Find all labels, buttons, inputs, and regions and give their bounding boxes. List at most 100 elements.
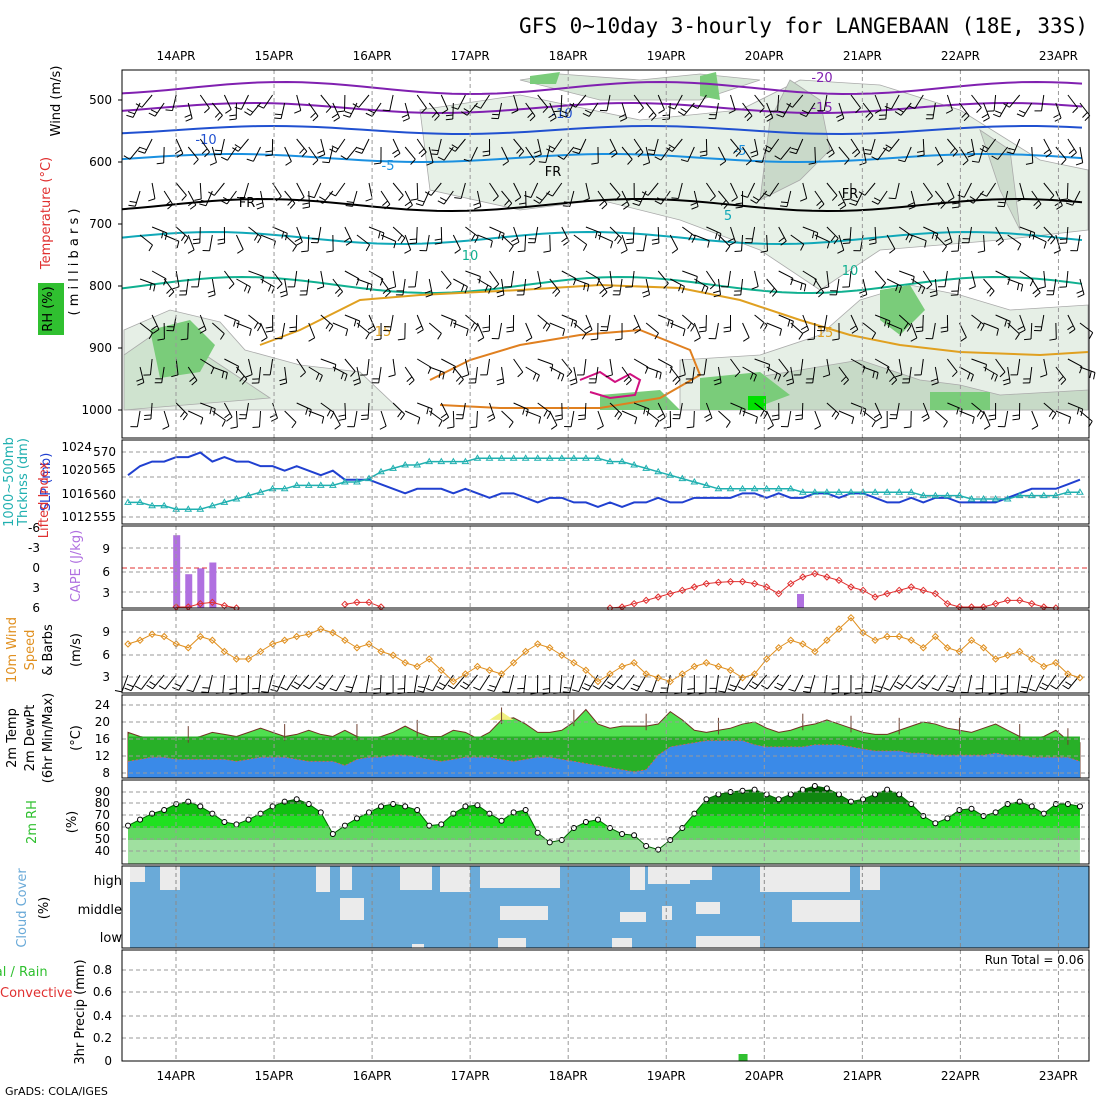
wind-barb-flag [488, 417, 495, 422]
wind-barb-flag [176, 241, 180, 249]
thickness-marker [425, 457, 434, 465]
wind-speed-marker [678, 670, 687, 678]
wind-barb-flag [691, 236, 696, 243]
li-marker [666, 589, 674, 598]
wind-speed-marker [702, 659, 711, 667]
label-millibars: ( m i l l i b a r s ) [67, 209, 82, 316]
wind-speed-marker [184, 644, 192, 652]
wind-speed-marker [774, 644, 783, 652]
wind-barb-flag [345, 241, 353, 246]
wind-barb-flag [873, 197, 881, 202]
wind-barb [633, 138, 644, 153]
wind-barb [653, 138, 659, 155]
wind-barb-flag [816, 200, 823, 206]
wind-barb-flag [880, 426, 888, 429]
wind-barb [416, 358, 432, 368]
wind-speed-marker [461, 670, 470, 678]
wind-barb [880, 674, 888, 692]
wind-barb [971, 314, 985, 326]
wind-barb [549, 278, 561, 292]
wind-barb-flag [265, 150, 273, 153]
wind-barb-flag [701, 285, 706, 292]
thickness-marker [1051, 491, 1060, 499]
wind-barb [787, 410, 792, 427]
wind-barb-flag [492, 195, 499, 202]
wind-barb-flag [1054, 201, 1062, 207]
wind-barb-flag [438, 371, 442, 379]
wind-barb-flag [561, 110, 569, 115]
wind-barb-flag [779, 328, 782, 336]
wind-barb-flag [550, 424, 558, 430]
wind-barb-flag [668, 144, 675, 149]
wind-barb-flag [187, 249, 195, 254]
li-marker [1015, 596, 1024, 605]
wind-barb [223, 402, 233, 418]
wind-barb [850, 94, 861, 109]
wind-barb [645, 146, 651, 163]
wind-barb-flag [609, 149, 616, 155]
wind-barb [188, 410, 203, 419]
wind-barb [705, 674, 707, 694]
wind-barb-flag [482, 150, 490, 153]
wind-speed-marker [618, 662, 626, 671]
wind-barb [754, 674, 768, 690]
wind-barb-flag [157, 338, 165, 341]
li-marker [1028, 599, 1036, 608]
wind-barb-flag [269, 413, 277, 418]
cape-bar [209, 562, 217, 608]
wind-barb-flag [687, 322, 692, 330]
wind-barb [959, 366, 974, 376]
thickness-marker [413, 461, 422, 468]
wind-barb [549, 234, 551, 252]
wind-barb-flag [346, 201, 354, 204]
wind-barb [569, 190, 575, 207]
wind-barb-flag [670, 320, 674, 328]
wind-barb-flag [654, 200, 662, 205]
wind-barb-flag [1018, 109, 1026, 114]
wind-barb-flag [674, 379, 681, 386]
wind-barb [633, 94, 644, 109]
wind-barb-flag [201, 148, 208, 154]
wind-barb-flag [840, 376, 847, 382]
date-labels-bottom: 14APR 15APR 16APR 17APR 18APR 19APR 20APR 21APR… [156, 1069, 1078, 1083]
wind-barb-flag [1002, 378, 1010, 382]
wind-barb-flag [872, 371, 875, 379]
wind-barb [899, 270, 915, 277]
wind-barb [888, 138, 900, 152]
wind-barb-flag [940, 326, 948, 329]
thickness-marker [726, 484, 735, 492]
wind-barb [957, 234, 960, 251]
rh-marker [582, 819, 589, 825]
wind-barb-flag [944, 238, 952, 242]
wind-barb-flag [239, 375, 245, 382]
wind-barb-flag [572, 151, 580, 154]
thickness-marker [618, 457, 626, 465]
wind-barb-flag [818, 203, 825, 210]
wind-barb [768, 138, 780, 153]
wind-barb-flag [570, 382, 578, 386]
wind-barb [243, 182, 249, 199]
wind-barb-flag [694, 337, 701, 342]
wind-barb-flag [417, 686, 426, 689]
wind-barb-flag [742, 337, 750, 342]
wind-barb [172, 94, 177, 111]
wind-barb [679, 402, 683, 419]
wind-barb-flag [350, 370, 356, 377]
wind-barb [1043, 358, 1048, 375]
wind-barb [423, 674, 430, 693]
wind-barb-flag [385, 291, 391, 298]
thickness-marker [244, 491, 253, 499]
wind-barb-flag [168, 291, 175, 298]
label-lifted-index: Lifted Index [37, 461, 52, 538]
wind-barb-flag [1038, 286, 1046, 290]
wind-barb-flag [667, 106, 675, 110]
wind-barb-flag [614, 338, 623, 341]
contour-label: -20 [811, 71, 832, 86]
wind-barb [212, 410, 226, 421]
wind-barb-flag [614, 410, 620, 418]
wind-barb-flag [583, 283, 586, 291]
wind-barb [766, 366, 781, 376]
wind-barb-flag [699, 154, 707, 157]
wind-barb [870, 674, 876, 693]
wind-barb [1031, 234, 1047, 243]
